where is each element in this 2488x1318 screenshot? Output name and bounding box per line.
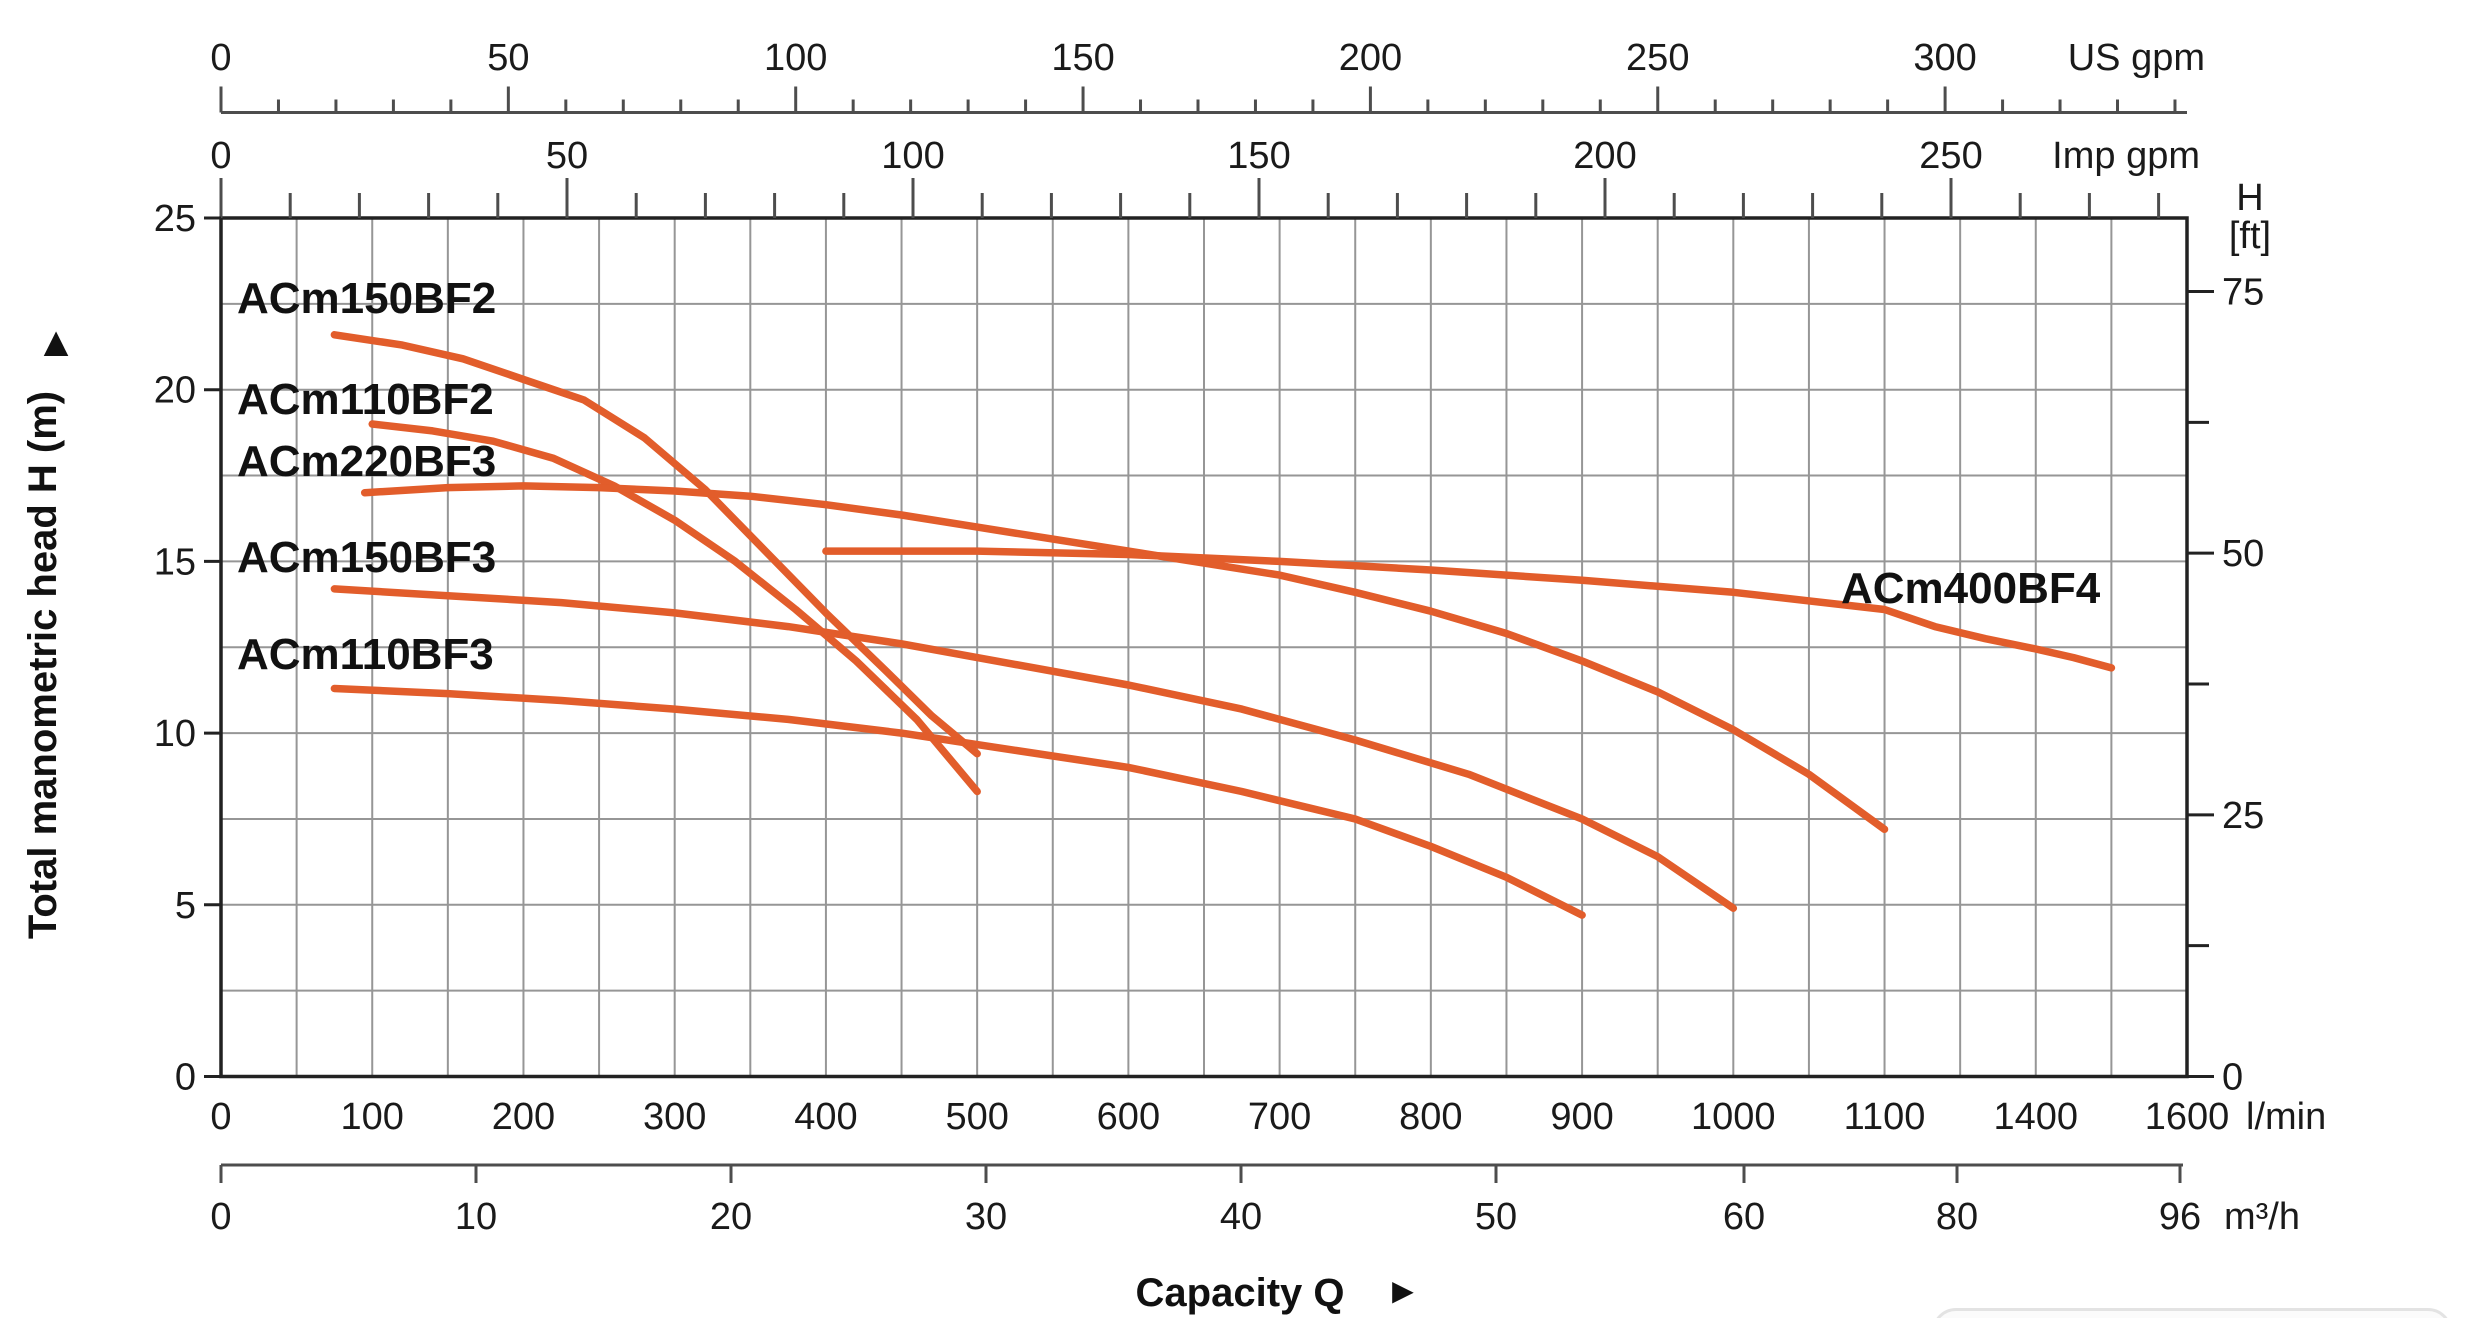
lmin-tick-label: 1100 (1844, 1096, 1926, 1138)
lmin-tick-label: 800 (1399, 1096, 1462, 1138)
curve-label-acm220bf3: ACm220BF3 (237, 437, 496, 486)
us-gpm-tick-label: 200 (1339, 37, 1402, 79)
us-gpm-unit-label: US gpm (2068, 37, 2205, 79)
pump-curve-acm400bf4 (822, 547, 2116, 672)
cropped-panel-edge (1932, 1308, 2452, 1318)
head-m-tick-label: 15 (154, 541, 196, 583)
pump-curve-acm220bf3 (360, 482, 1889, 834)
lmin-unit-label: l/min (2246, 1096, 2326, 1138)
pump-curves (330, 331, 2116, 919)
us-gpm-tick-label: 0 (210, 37, 231, 79)
head-m-tick-label: 10 (154, 713, 196, 755)
head-m-tick-label: 20 (154, 370, 196, 412)
m3h-tick-label: 50 (1475, 1196, 1517, 1238)
us-gpm-axis: 0 50 100 150 200 250 300 (210, 37, 2187, 114)
curve-label-acm110bf3: ACm110BF3 (237, 630, 494, 679)
head-ft-tick-label: 25 (2222, 795, 2264, 837)
imp-gpm-tick-label: 0 (210, 135, 231, 177)
us-gpm-tick-label: 250 (1626, 37, 1689, 79)
curve-label-acm150bf3: ACm150BF3 (237, 533, 496, 582)
us-gpm-tick-label: 100 (764, 37, 827, 79)
x-axis-arrow-icon: ► (1385, 1270, 1421, 1311)
lmin-tick-label: 100 (341, 1096, 404, 1138)
pump-curve-acm150bf2 (330, 331, 981, 758)
gridlines (221, 218, 2187, 1077)
x-axis-title: Capacity Q (1136, 1271, 1345, 1315)
lmin-tick-label: 0 (210, 1096, 231, 1138)
us-gpm-tick-label: 150 (1051, 37, 1114, 79)
lmin-tick-label: 700 (1248, 1096, 1311, 1138)
head-m-tick-label: 25 (154, 198, 196, 240)
lmin-tick-label: 1400 (1993, 1096, 2078, 1138)
m3h-tick-label: 20 (710, 1196, 752, 1238)
pump-curve-acm110bf3 (330, 684, 1586, 919)
ft-axis-header-h: H (2236, 177, 2263, 219)
imp-gpm-axis: 0 50 100 150 200 250 (210, 135, 2161, 218)
imp-gpm-tick-label: 100 (881, 135, 944, 177)
plot-border (219, 216, 2189, 1079)
plot-box (219, 216, 2189, 1079)
lmin-tick-label: 900 (1550, 1096, 1613, 1138)
head-m-tick-label: 5 (175, 885, 196, 927)
m3h-tick-label: 40 (1220, 1196, 1262, 1238)
pump-curve-acm150bf3 (330, 585, 1738, 912)
m3h-unit-label: m³/h (2224, 1196, 2300, 1238)
curve-label-acm110bf2: ACm110BF2 (237, 375, 494, 424)
m3h-tick-label: 80 (1936, 1196, 1978, 1238)
head-ft-axis: 0 25 50 75 (2187, 271, 2264, 1099)
us-gpm-tick-label: 300 (1913, 37, 1976, 79)
head-ft-tick-label: 0 (2222, 1057, 2243, 1099)
y-axis-arrow-icon: ▲ (35, 318, 77, 365)
m3h-tick-label: 0 (210, 1196, 231, 1238)
curve-label-acm400bf4: ACm400BF4 (1841, 564, 2101, 613)
imp-gpm-tick-label: 50 (546, 135, 588, 177)
m3h-tick-label: 96 (2159, 1196, 2201, 1238)
head-ft-tick-label: 50 (2222, 533, 2264, 575)
m3h-tick-label: 60 (1723, 1196, 1765, 1238)
head-ft-tick-label: 75 (2222, 271, 2264, 313)
m3h-axis: 0 10 20 30 40 50 60 80 96 (210, 1163, 2201, 1238)
lmin-axis: 0 100 200 300 400 500 600 700 800 900 1000 1100 1400… (210, 1096, 2229, 1138)
pump-curve-acm110bf2 (368, 420, 981, 796)
lmin-tick-label: 400 (794, 1096, 857, 1138)
curve-labels: ACm150BF2 ACm110BF2 ACm220BF3 ACm150BF3 ACm1… (237, 274, 2101, 679)
y-axis-title: Total manometric head H (m) (21, 391, 65, 939)
head-m-tick-label: 0 (175, 1057, 196, 1099)
lmin-tick-label: 1600 (2145, 1096, 2230, 1138)
lmin-tick-label: 200 (492, 1096, 555, 1138)
lmin-tick-label: 1000 (1691, 1096, 1776, 1138)
lmin-tick-label: 600 (1097, 1096, 1160, 1138)
lmin-tick-label: 300 (643, 1096, 706, 1138)
imp-gpm-tick-label: 250 (1919, 135, 1982, 177)
m3h-tick-label: 30 (965, 1196, 1007, 1238)
ft-axis-header-ft: [ft] (2229, 215, 2271, 257)
imp-gpm-unit-label: Imp gpm (2052, 135, 2200, 177)
imp-gpm-tick-label: 150 (1227, 135, 1290, 177)
lmin-tick-label: 500 (945, 1096, 1008, 1138)
us-gpm-tick-label: 50 (487, 37, 529, 79)
m3h-tick-label: 10 (455, 1196, 497, 1238)
curve-label-acm150bf2: ACm150BF2 (237, 274, 496, 323)
imp-gpm-tick-label: 200 (1573, 135, 1636, 177)
head-m-axis: 0 5 10 15 20 25 (154, 198, 221, 1099)
